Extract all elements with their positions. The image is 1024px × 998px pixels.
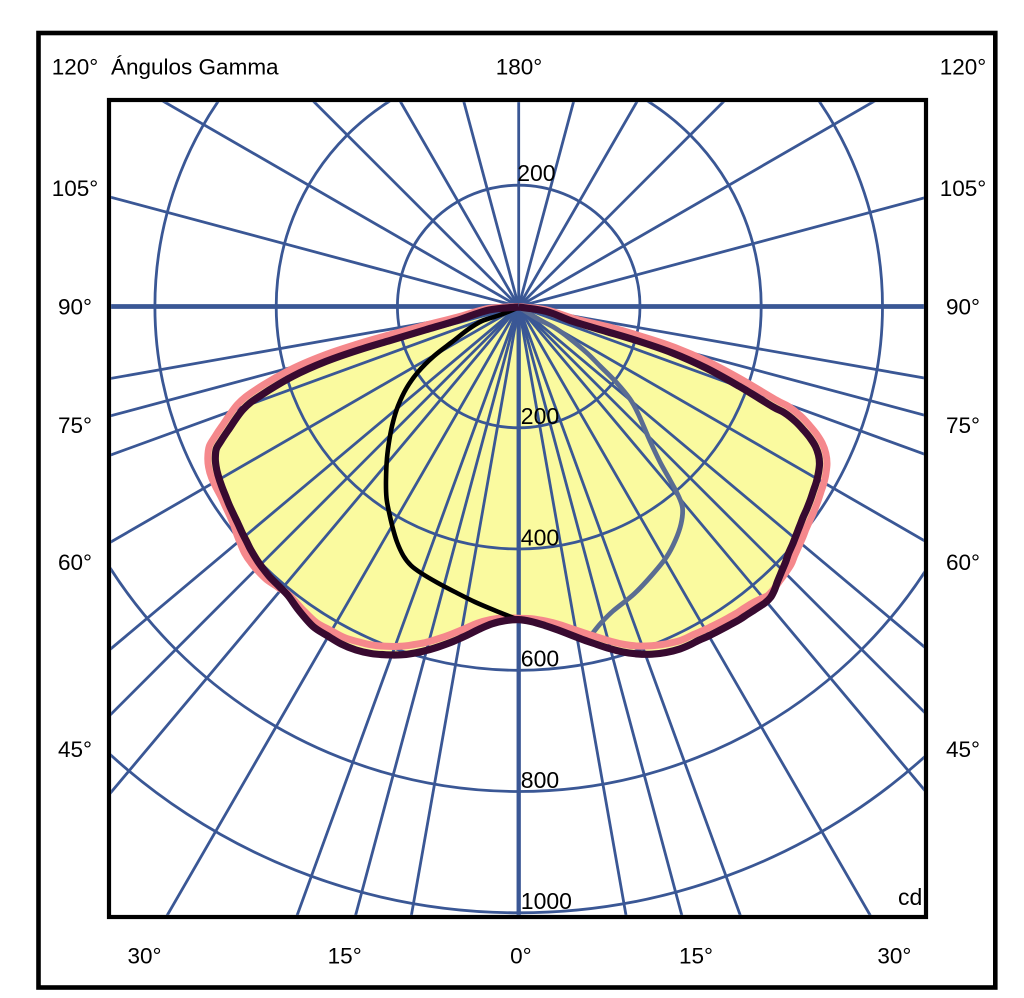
- svg-text:30°: 30°: [877, 943, 911, 968]
- svg-text:Ángulos Gamma: Ángulos Gamma: [111, 55, 279, 80]
- svg-text:15°: 15°: [679, 943, 713, 968]
- svg-text:1000: 1000: [521, 888, 572, 914]
- svg-text:120°: 120°: [940, 55, 987, 80]
- svg-text:600: 600: [521, 646, 559, 672]
- svg-text:105°: 105°: [940, 176, 987, 201]
- svg-text:90°: 90°: [946, 295, 980, 320]
- svg-text:30°: 30°: [127, 943, 161, 968]
- svg-text:75°: 75°: [946, 413, 980, 438]
- svg-text:200: 200: [517, 160, 555, 186]
- svg-text:400: 400: [521, 524, 559, 550]
- svg-text:800: 800: [521, 767, 559, 793]
- svg-text:180°: 180°: [496, 55, 543, 80]
- svg-text:105°: 105°: [52, 176, 99, 201]
- svg-text:15°: 15°: [328, 943, 362, 968]
- svg-text:cd: cd: [898, 884, 922, 910]
- svg-text:90°: 90°: [58, 295, 92, 320]
- svg-text:45°: 45°: [946, 737, 980, 762]
- svg-text:60°: 60°: [58, 550, 92, 575]
- svg-text:0°: 0°: [510, 943, 532, 968]
- svg-text:120°: 120°: [52, 55, 99, 80]
- svg-text:200: 200: [521, 403, 559, 429]
- svg-text:45°: 45°: [58, 737, 92, 762]
- svg-text:60°: 60°: [946, 550, 980, 575]
- svg-text:75°: 75°: [58, 413, 92, 438]
